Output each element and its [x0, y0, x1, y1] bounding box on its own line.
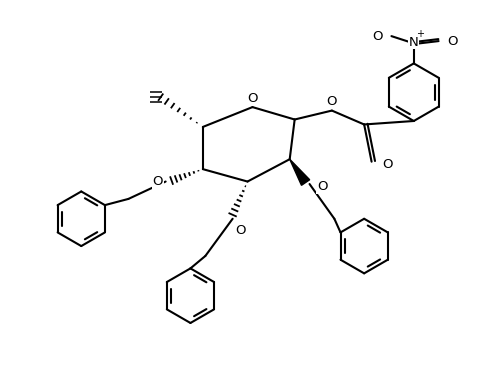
Text: O: O [372, 30, 383, 43]
Text: O: O [235, 224, 246, 237]
Text: O: O [247, 92, 258, 105]
Polygon shape [290, 159, 310, 186]
Text: O: O [317, 180, 328, 193]
Text: O: O [447, 34, 458, 47]
Text: N: N [409, 36, 418, 49]
Text: O: O [152, 175, 163, 188]
Text: O: O [382, 158, 393, 171]
Text: -: - [374, 23, 378, 36]
Text: O: O [326, 95, 337, 108]
Text: +: + [416, 29, 424, 39]
